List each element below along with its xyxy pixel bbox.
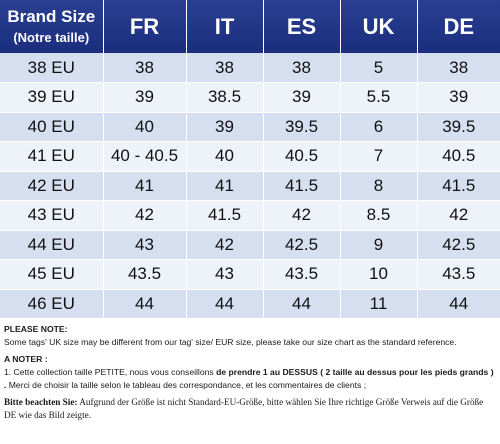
header-it: IT <box>186 0 264 53</box>
cell-uk: 5 <box>340 53 418 83</box>
cell-it: 41 <box>186 171 264 201</box>
cell-de: 40.5 <box>417 141 500 172</box>
cell-it: 43 <box>186 259 264 290</box>
cell-fr: 44 <box>103 289 187 319</box>
cell-brand-size: 38 EU <box>0 53 104 83</box>
cell-uk: 10 <box>340 259 418 290</box>
note-english: PLEASE NOTE: Some tags' UK size may be d… <box>4 323 496 349</box>
note-german: Bitte beachten Sie: Aufgrund der Größe i… <box>4 396 496 422</box>
note-german-heading: Bitte beachten Sie: <box>4 397 78 407</box>
cell-it: 44 <box>186 289 264 319</box>
size-table: Brand Size (Notre taille) FR IT ES UK DE… <box>0 0 500 319</box>
cell-brand-size: 41 EU <box>0 141 104 172</box>
cell-es: 43.5 <box>263 259 341 290</box>
cell-brand-size: 39 EU <box>0 82 104 113</box>
note-french: A NOTER : 1. Cette collection taille PET… <box>4 353 496 392</box>
header-brand-sublabel: (Notre taille) <box>13 30 90 45</box>
cell-fr: 42 <box>103 200 187 231</box>
cell-brand-size: 42 EU <box>0 171 104 201</box>
note-german-body: Aufgrund der Größe ist nicht Standard-EU… <box>4 397 484 420</box>
header-es: ES <box>263 0 341 53</box>
cell-es: 42 <box>263 200 341 231</box>
cell-uk: 8.5 <box>340 200 418 231</box>
cell-uk: 6 <box>340 112 418 142</box>
note-french-text-end: Merci de choisir la taille selon le tabl… <box>6 380 367 390</box>
table-body: 38 EU 38 38 38 5 38 39 EU 39 38.5 39 5.5 39 40 EU 40 3… <box>0 53 500 319</box>
note-french-text-bold: de prendre 1 au DESSUS ( 2 taille au des… <box>4 367 494 390</box>
cell-de: 44 <box>417 289 500 319</box>
table-row: 46 EU 44 44 44 11 44 <box>0 289 500 319</box>
notes-section: PLEASE NOTE: Some tags' UK size may be d… <box>4 323 496 426</box>
cell-it: 38 <box>186 53 264 83</box>
note-french-text-start: 1. Cette collection taille PETITE, nous … <box>4 367 217 377</box>
note-french-heading: A NOTER : <box>4 354 48 364</box>
cell-brand-size: 40 EU <box>0 112 104 142</box>
header-brand-label: Brand Size <box>7 7 96 26</box>
table-header: Brand Size (Notre taille) FR IT ES UK DE <box>0 0 500 53</box>
table-row: 38 EU 38 38 38 5 38 <box>0 53 500 83</box>
cell-es: 44 <box>263 289 341 319</box>
cell-fr: 38 <box>103 53 187 83</box>
cell-brand-size: 44 EU <box>0 230 104 260</box>
cell-brand-size: 45 EU <box>0 259 104 290</box>
cell-fr: 43.5 <box>103 259 187 290</box>
cell-brand-size: 43 EU <box>0 200 104 231</box>
header-fr: FR <box>103 0 187 53</box>
cell-fr: 39 <box>103 82 187 113</box>
cell-de: 42.5 <box>417 230 500 260</box>
table-row: 41 EU 40 - 40.5 40 40.5 7 40.5 <box>0 141 500 172</box>
header-row: Brand Size (Notre taille) FR IT ES UK DE <box>0 0 500 53</box>
cell-de: 43.5 <box>417 259 500 290</box>
cell-fr: 40 - 40.5 <box>103 141 187 172</box>
cell-de: 38 <box>417 53 500 83</box>
header-uk: UK <box>340 0 418 53</box>
cell-uk: 8 <box>340 171 418 201</box>
cell-es: 38 <box>263 53 341 83</box>
cell-de: 39.5 <box>417 112 500 142</box>
cell-brand-size: 46 EU <box>0 289 104 319</box>
table-row: 42 EU 41 41 41.5 8 41.5 <box>0 171 500 201</box>
cell-it: 40 <box>186 141 264 172</box>
cell-it: 42 <box>186 230 264 260</box>
cell-es: 41.5 <box>263 171 341 201</box>
table-row: 45 EU 43.5 43 43.5 10 43.5 <box>0 259 500 290</box>
cell-es: 39 <box>263 82 341 113</box>
header-de: DE <box>417 0 500 53</box>
cell-uk: 7 <box>340 141 418 172</box>
cell-es: 39.5 <box>263 112 341 142</box>
cell-fr: 40 <box>103 112 187 142</box>
cell-it: 41.5 <box>186 200 264 231</box>
cell-it: 39 <box>186 112 264 142</box>
cell-it: 38.5 <box>186 82 264 113</box>
header-brand-size: Brand Size (Notre taille) <box>0 0 104 53</box>
cell-uk: 5.5 <box>340 82 418 113</box>
note-french-text: 1. Cette collection taille PETITE, nous … <box>4 366 496 392</box>
cell-de: 41.5 <box>417 171 500 201</box>
cell-uk: 11 <box>340 289 418 319</box>
cell-es: 42.5 <box>263 230 341 260</box>
cell-fr: 41 <box>103 171 187 201</box>
note-english-text: Some tags' UK size may be different from… <box>4 337 457 347</box>
cell-de: 39 <box>417 82 500 113</box>
cell-de: 42 <box>417 200 500 231</box>
table-row: 39 EU 39 38.5 39 5.5 39 <box>0 82 500 113</box>
note-german-text: Bitte beachten Sie: Aufgrund der Größe i… <box>4 396 496 422</box>
cell-uk: 9 <box>340 230 418 260</box>
table-row: 43 EU 42 41.5 42 8.5 42 <box>0 200 500 231</box>
cell-fr: 43 <box>103 230 187 260</box>
note-english-heading: PLEASE NOTE: <box>4 324 68 334</box>
table-row: 40 EU 40 39 39.5 6 39.5 <box>0 112 500 142</box>
cell-es: 40.5 <box>263 141 341 172</box>
table-row: 44 EU 43 42 42.5 9 42.5 <box>0 230 500 260</box>
